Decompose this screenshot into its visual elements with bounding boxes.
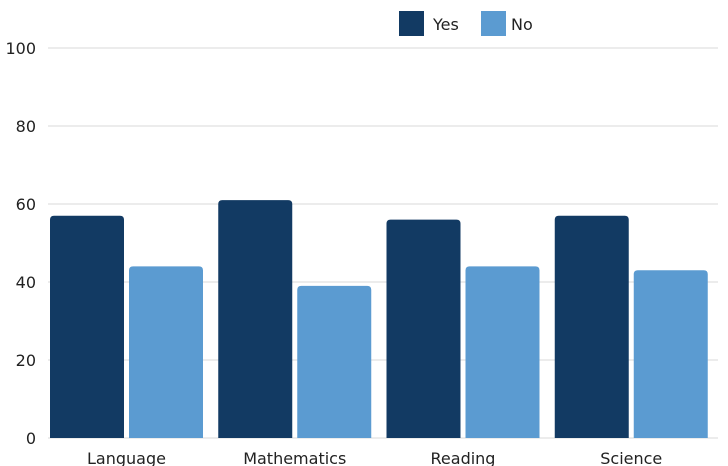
x-category-label: Science	[600, 449, 662, 466]
bar-yes-reading	[386, 219, 461, 438]
y-tick-label: 100	[5, 39, 36, 58]
x-category-label: Language	[87, 449, 166, 466]
bars	[50, 200, 708, 438]
legend: Yes No	[399, 11, 533, 36]
y-tick-label: 80	[16, 117, 36, 136]
bar-no-reading	[465, 266, 540, 438]
y-tick-label: 60	[16, 195, 36, 214]
y-tick-label: 0	[26, 429, 36, 448]
legend-swatch-yes	[399, 11, 424, 36]
x-category-label: Reading	[431, 449, 496, 466]
legend-swatch-no	[481, 11, 506, 36]
bar-no-language	[129, 266, 203, 438]
bar-yes-science	[554, 215, 629, 438]
bar-yes-language	[50, 215, 124, 438]
bar-no-science	[633, 270, 708, 438]
y-axis-tick-labels: 0 20 40 60 80 100	[5, 39, 36, 448]
legend-label-yes: Yes	[432, 15, 459, 34]
x-category-label: Mathematics	[243, 449, 346, 466]
bar-yes-mathematics	[218, 200, 293, 438]
bar-no-mathematics	[297, 285, 372, 438]
x-axis-category-labels: Language Mathematics Reading Science	[87, 449, 662, 466]
legend-label-no: No	[511, 15, 533, 34]
y-tick-label: 40	[16, 273, 36, 292]
y-tick-label: 20	[16, 351, 36, 370]
